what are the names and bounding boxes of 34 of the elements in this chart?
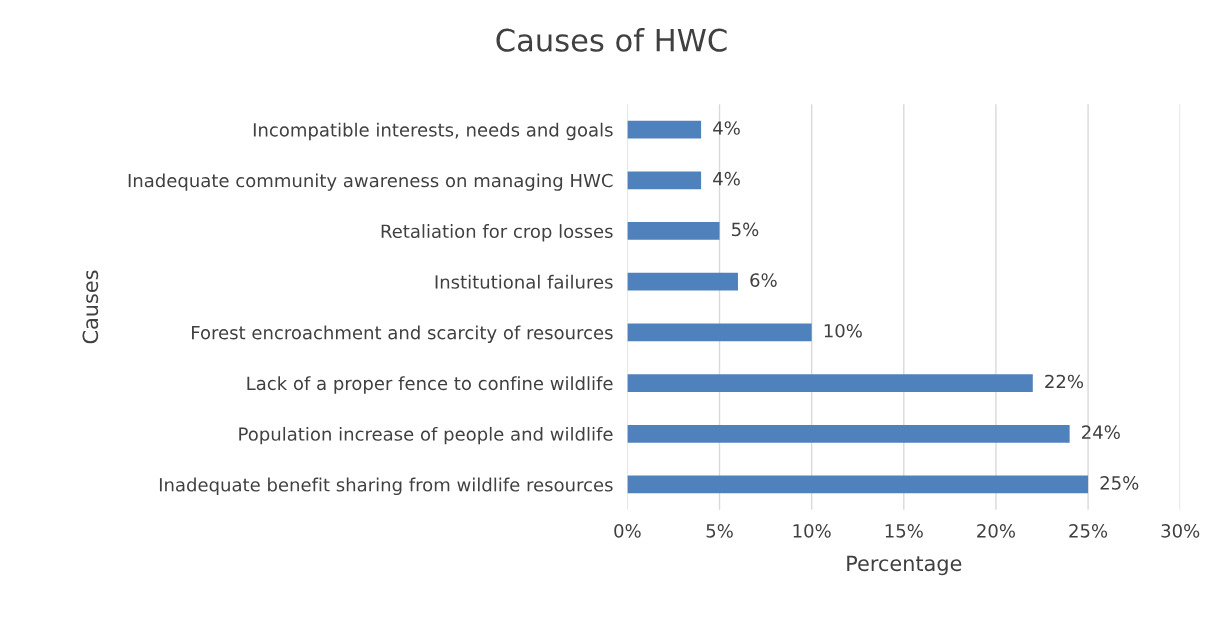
bar — [627, 475, 1089, 494]
x-tick-label: 10% — [793, 524, 831, 538]
data-label: 6% — [750, 273, 777, 287]
chart-title: Causes of HWC — [496, 28, 727, 52]
y-axis-title: Causes — [82, 270, 99, 344]
x-tick-label: 25% — [1069, 524, 1108, 538]
data-label: 10% — [824, 323, 862, 338]
y-tick-label: Inadequate benefit sharing from wildlife resources — [159, 477, 613, 496]
bar — [627, 222, 720, 240]
data-label: 4% — [713, 121, 740, 135]
y-tick-label: Incompatible interests, needs and goals — [253, 122, 613, 141]
bar — [627, 374, 1033, 392]
data-label: 25% — [1100, 476, 1139, 490]
y-tick-label: Forest encroachment and scarcity of resources — [192, 325, 613, 343]
bar — [627, 424, 1070, 443]
y-tick-label: Institutional failures — [435, 274, 613, 289]
x-tick-label: 15% — [885, 524, 923, 538]
y-tick-label: Population increase of people and wildlife — [239, 426, 613, 445]
bar — [627, 120, 702, 139]
y-tick-label: Retaliation for crop losses — [381, 224, 613, 242]
y-tick-label: Inadequate community awareness on managing HWC — [128, 173, 613, 191]
data-label: 24% — [1082, 425, 1120, 439]
y-tick-label: Lack of a proper fence to confine wildlife — [247, 376, 613, 394]
x-tick-label: 5% — [706, 524, 733, 538]
x-tick-label: 20% — [977, 524, 1015, 538]
bar — [627, 323, 812, 342]
bar — [627, 171, 702, 190]
x-tick-label: 30% — [1161, 524, 1200, 538]
x-axis-title: Percentage — [847, 555, 962, 576]
bar — [627, 272, 738, 291]
data-label: 4% — [713, 171, 740, 186]
data-label: 22% — [1045, 374, 1084, 389]
data-label: 5% — [732, 222, 759, 237]
x-tick-label: 0% — [614, 524, 641, 538]
